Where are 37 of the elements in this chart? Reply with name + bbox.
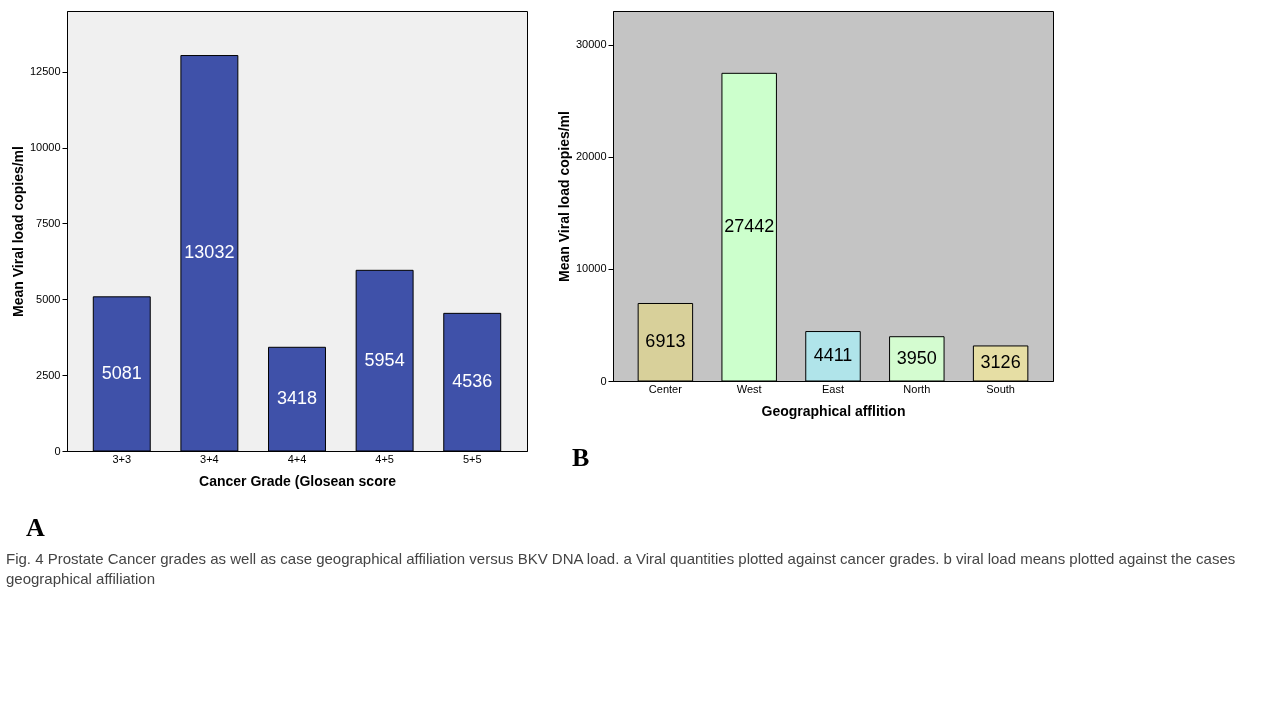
- y-tick-label: 10000: [29, 141, 61, 154]
- x-axis-title: Cancer Grade (Glosean score: [199, 472, 397, 489]
- data-label: 27442: [724, 216, 775, 237]
- y-axis-title: Mean Viral load copies/ml: [9, 146, 26, 317]
- data-label: 6913: [645, 331, 686, 352]
- y-axis-title: Mean Viral load copies/ml: [555, 111, 572, 282]
- caption: Fig. 4 Prostate Cancer grades as well as case geographical affiliation versus BKV DNA load. a Viral quantities plotted against cancer grades. b viral load means plotted against the cases geographical affiliation: [6, 549, 1237, 588]
- x-tick-label: North: [903, 382, 931, 395]
- x-tick-label: 4+5: [375, 452, 394, 465]
- x-tick-label: Center: [648, 382, 683, 395]
- data-label: 5081: [101, 362, 142, 383]
- y-tick-label: 10000: [575, 262, 607, 275]
- y-tick-label: 2500: [36, 368, 61, 381]
- data-label: 3418: [276, 388, 318, 409]
- x-tick-label: 3+4: [200, 452, 219, 465]
- x-tick-label: East: [821, 382, 845, 395]
- x-tick-label: 4+4: [287, 452, 307, 465]
- x-tick-label: West: [736, 382, 762, 395]
- y-tick-label: 20000: [575, 150, 607, 163]
- text: A: [26, 513, 46, 543]
- data-label: 4411: [813, 345, 853, 366]
- y-tick-label: 30000: [575, 38, 607, 51]
- x-axis-title: Geographical afflition: [761, 402, 906, 419]
- data-label: 5954: [364, 349, 405, 370]
- data-label: 4536: [452, 371, 493, 392]
- y-tick-label: 0: [600, 374, 607, 387]
- text: B: [572, 443, 591, 473]
- data-label: 3950: [896, 347, 937, 368]
- x-tick-label: South: [986, 382, 1015, 395]
- y-tick-label: 5000: [36, 292, 61, 305]
- data-label: 3126: [980, 352, 1021, 373]
- y-tick-label: 12500: [29, 65, 61, 78]
- x-tick-label: 5+5: [462, 452, 482, 465]
- data-label: 13032: [184, 242, 235, 263]
- x-tick-label: 3+3: [112, 452, 132, 465]
- y-tick-label: 0: [54, 444, 61, 457]
- y-tick-label: 7500: [36, 216, 61, 229]
